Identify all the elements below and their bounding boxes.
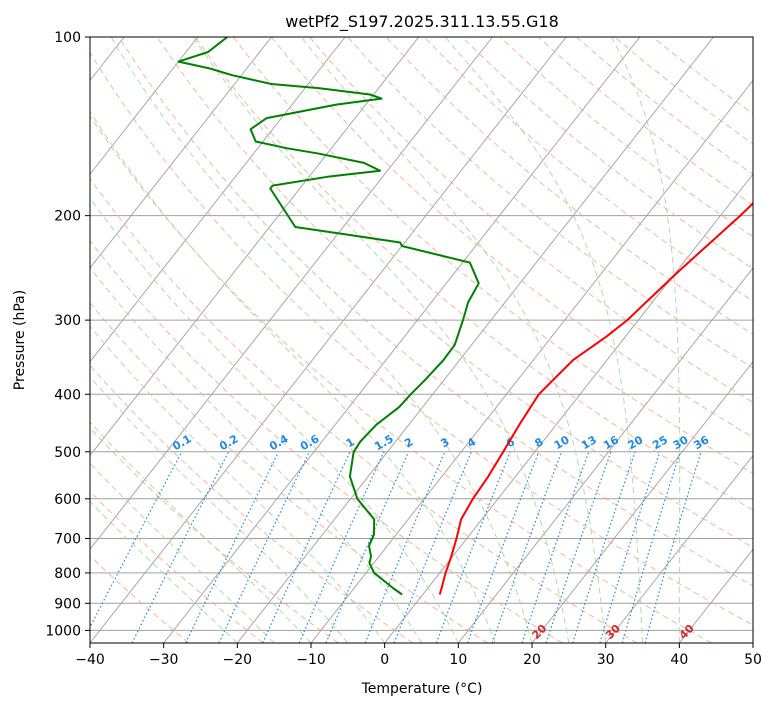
mixing-ratio-lines — [90, 451, 702, 643]
moist-adiabat-line — [110, 37, 533, 643]
y-tick-label: 200 — [54, 209, 81, 225]
moist-adiabat-line — [90, 110, 496, 643]
mixing-ratio-line — [491, 451, 563, 643]
dewpoint-trace — [177, 37, 480, 596]
x-tick-label: 0 — [380, 652, 389, 668]
dry-adiabat-line — [90, 555, 190, 643]
moist-adiabat-line — [90, 421, 312, 643]
dry-adiabat-lines — [90, 37, 753, 643]
plot-area — [90, 37, 753, 643]
mixing-ratio-line — [185, 451, 280, 643]
mixing-ratio-line — [521, 451, 590, 643]
moist-adiabat-lines — [90, 37, 681, 643]
moist-adiabat-line — [90, 266, 422, 643]
isotherm-line — [236, 37, 714, 643]
y-tick-label: 900 — [54, 596, 81, 612]
x-axis-ticks: −40 −30 −20 −10 0 10 20 30 40 50 — [75, 643, 762, 668]
chart-title: wetPf2_S197.2025.311.13.55.G18 — [285, 12, 559, 32]
mixing-ratio-line — [393, 451, 472, 643]
moist-adiabat-line — [90, 325, 386, 643]
sounding-traces — [177, 37, 753, 596]
mixing-ratio-line — [572, 451, 636, 643]
dry-adiabat-line — [309, 37, 753, 403]
dry-adiabat-line — [118, 37, 753, 587]
y-axis-ticks: 100 200 300 400 500 600 700 800 900 1000 — [45, 30, 90, 639]
y-tick-label: 100 — [54, 30, 81, 46]
y-tick-label: 300 — [54, 313, 81, 329]
x-tick-label: −40 — [75, 652, 105, 668]
mixing-ratio-line — [325, 451, 410, 643]
y-tick-label: 600 — [54, 492, 81, 508]
y-tick-label: 500 — [54, 445, 81, 461]
isotherm-line — [457, 267, 753, 643]
mixing-ratio-line — [599, 451, 661, 643]
moist-adiabat-line — [611, 37, 681, 643]
y-tick-label: 800 — [54, 566, 81, 582]
mixing-ratio-line — [435, 451, 511, 643]
isotherm-line — [90, 37, 493, 550]
y-tick-label: 700 — [54, 532, 81, 548]
moist-adiabat-line — [444, 37, 643, 643]
isotherm-line — [605, 454, 753, 643]
x-tick-label: 50 — [744, 652, 762, 668]
mixing-ratio-line — [644, 451, 702, 643]
x-tick-label: 30 — [597, 652, 615, 668]
temperature-trace — [438, 201, 753, 595]
dry-adiabat-line — [90, 240, 563, 643]
moist-adiabat-line — [90, 462, 275, 643]
y-tick-label: 400 — [54, 387, 81, 403]
isotherm-line — [310, 79, 753, 643]
isotherm-line — [90, 37, 199, 175]
mixing-ratio-line — [90, 451, 183, 629]
isotherm-line — [163, 37, 641, 643]
dry-adiabat-line — [271, 37, 753, 439]
y-axis-label: Pressure (hPa) — [12, 290, 28, 390]
dry-adiabat-line — [90, 114, 712, 643]
x-tick-label: −30 — [149, 652, 179, 668]
x-tick-label: −20 — [223, 652, 253, 668]
dry-adiabat-line — [90, 302, 488, 643]
plot-frame — [89, 36, 754, 644]
isotherm-line — [384, 173, 753, 643]
dry-adiabat-line — [194, 37, 753, 511]
moist-adiabat-line — [90, 500, 238, 643]
dry-adiabat-line — [90, 51, 753, 626]
moist-adiabat-line — [192, 37, 570, 643]
mixing-ratio-line — [466, 451, 540, 643]
moist-adiabat-line — [90, 197, 459, 643]
dry-adiabat-line — [90, 177, 638, 643]
dry-adiabat-line — [156, 37, 753, 549]
x-tick-label: 20 — [523, 652, 541, 668]
x-tick-label: 40 — [670, 652, 688, 668]
mixing-ratio-line — [364, 451, 446, 643]
x-axis-label: Temperature (°C) — [361, 681, 483, 697]
dry-adiabat-line — [423, 37, 753, 302]
x-tick-label: 10 — [449, 652, 467, 668]
isotherm-line — [90, 37, 420, 457]
isotherm-line — [531, 360, 753, 643]
dry-adiabat-line — [232, 37, 753, 474]
mixing-ratio-line — [621, 451, 681, 643]
isotherm-line — [90, 37, 272, 269]
dry-adiabat-line — [90, 427, 339, 643]
y-tick-label: 1000 — [45, 623, 81, 639]
isotherm-line — [90, 37, 346, 363]
mixing-ratio-line — [298, 451, 385, 643]
moist-adiabat-line — [300, 37, 607, 643]
x-tick-label: −10 — [296, 652, 326, 668]
mixing-ratio-line — [545, 451, 612, 643]
